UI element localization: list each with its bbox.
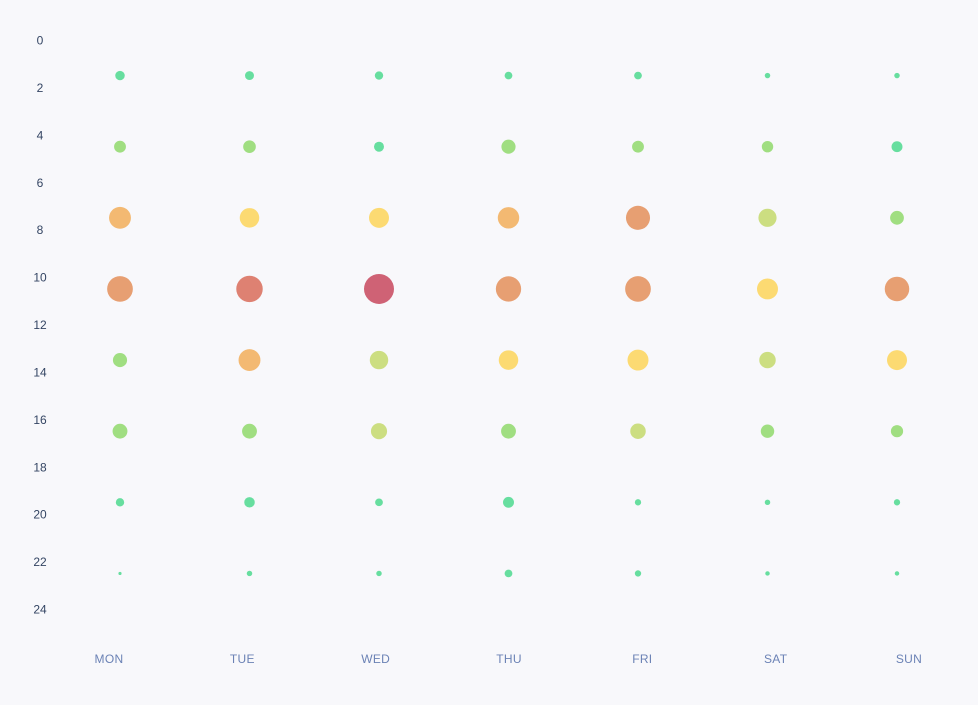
bubble-point[interactable] <box>376 570 382 577</box>
bubble-point[interactable] <box>634 570 642 577</box>
y-tick-label: 20 <box>33 508 47 522</box>
bubble-point[interactable] <box>370 423 388 440</box>
bubble-point[interactable] <box>891 141 903 153</box>
bubble-point[interactable] <box>238 349 261 372</box>
bubble-point[interactable] <box>498 350 519 370</box>
bubble-point[interactable] <box>107 276 133 302</box>
y-tick-label: 18 <box>33 460 47 474</box>
y-tick-label: 0 <box>37 34 44 48</box>
bubble-point[interactable] <box>758 208 777 227</box>
bubble-point[interactable] <box>765 571 770 576</box>
bubble-point[interactable] <box>625 276 651 302</box>
bubble-point[interactable] <box>495 276 522 302</box>
bubble-point[interactable] <box>109 206 131 229</box>
bubble-point[interactable] <box>118 571 122 576</box>
bubble-point[interactable] <box>764 499 771 506</box>
bubble-point[interactable] <box>884 276 910 302</box>
bubble-point[interactable] <box>497 207 520 229</box>
bubble-point[interactable] <box>894 72 900 79</box>
bubble-point[interactable] <box>503 496 514 508</box>
bubble-point[interactable] <box>759 351 776 369</box>
bubble-point[interactable] <box>625 205 651 230</box>
bubble-point[interactable] <box>242 423 257 439</box>
y-tick-label: 2 <box>37 81 44 95</box>
bubble-point[interactable] <box>893 499 901 506</box>
x-tick-label: FRI <box>632 652 652 666</box>
bubble-point[interactable] <box>112 352 128 368</box>
x-tick-label: THU <box>496 652 522 666</box>
bubble-point[interactable] <box>634 499 642 506</box>
x-tick-label: WED <box>361 652 390 666</box>
bubble-point[interactable] <box>364 273 394 304</box>
x-tick-label: SUN <box>896 652 922 666</box>
y-tick-label: 24 <box>33 603 47 617</box>
x-tick-label: SAT <box>764 652 788 666</box>
bubble-point[interactable] <box>890 210 904 225</box>
bubble-point[interactable] <box>761 140 774 153</box>
y-tick-label: 16 <box>33 413 47 427</box>
bubble-point[interactable] <box>630 423 646 439</box>
y-tick-label: 4 <box>37 128 44 142</box>
bubble-point[interactable] <box>374 71 384 80</box>
bubble-point[interactable] <box>369 207 389 228</box>
bubble-point[interactable] <box>236 275 263 303</box>
y-tick-label: 10 <box>33 271 47 285</box>
bubble-point[interactable] <box>115 498 125 507</box>
bubble-point[interactable] <box>501 423 516 439</box>
bubble-point[interactable] <box>375 498 383 507</box>
bubble-point[interactable] <box>634 71 642 80</box>
bubble-series <box>107 70 910 578</box>
bubble-point[interactable] <box>760 424 775 438</box>
bubble-point[interactable] <box>244 497 255 508</box>
bubble-point[interactable] <box>764 72 771 79</box>
y-tick-label: 6 <box>37 176 44 190</box>
bubble-point[interactable] <box>501 139 516 154</box>
bubble-point[interactable] <box>887 350 907 371</box>
y-tick-label: 12 <box>33 318 47 332</box>
bubble-point[interactable] <box>115 70 125 81</box>
bubble-point[interactable] <box>504 71 513 80</box>
bubble-point[interactable] <box>112 423 128 439</box>
bubble-point[interactable] <box>894 571 900 576</box>
x-tick-label: MON <box>95 652 124 666</box>
bubble-point[interactable] <box>627 349 649 371</box>
bubble-point[interactable] <box>245 71 254 81</box>
bubble-point[interactable] <box>114 140 126 153</box>
y-tick-label: 8 <box>37 223 44 237</box>
bubble-point[interactable] <box>757 278 778 300</box>
y-tick-label: 22 <box>33 555 47 569</box>
bubble-point[interactable] <box>374 141 384 152</box>
bubble-point[interactable] <box>504 569 513 578</box>
x-tick-label: TUE <box>230 652 255 666</box>
bubble-point[interactable] <box>246 570 253 577</box>
bubble-point[interactable] <box>369 350 389 370</box>
x-axis: MON TUE WED THU FRI SAT SUN <box>95 652 922 666</box>
bubble-point[interactable] <box>890 425 904 438</box>
y-tick-label: 14 <box>33 365 47 379</box>
bubble-point[interactable] <box>632 140 644 153</box>
bubble-point[interactable] <box>243 140 256 154</box>
bubble-point[interactable] <box>239 208 260 228</box>
